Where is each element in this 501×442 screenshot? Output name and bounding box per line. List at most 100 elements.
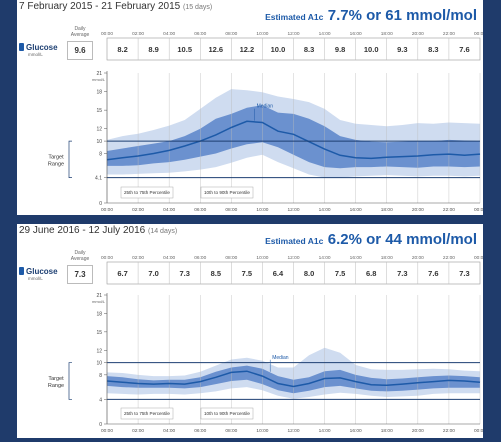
a1c-value: 7.7% or 61 mmol/mol (327, 7, 477, 24)
estimated-a1c: Estimated A1c 6.2% or 44 mmol/mol (265, 231, 477, 249)
x-tick-label-top: 08:00 (225, 31, 237, 37)
x-tick-label-top: 02:00 (132, 255, 144, 261)
legend-box-outer (200, 407, 254, 420)
x-tick-label: 06:00 (194, 428, 206, 434)
y-tick-label: 8 (99, 151, 102, 157)
x-tick-label: 12:00 (287, 428, 299, 434)
hourly-average-value: 7.5 (335, 269, 345, 278)
hourly-average-value: 9.8 (335, 45, 345, 54)
daily-average-label: Daily Average (70, 26, 90, 38)
x-tick-label-top: 22:00 (443, 255, 455, 261)
y-unit-label: mmol/L (92, 299, 106, 304)
legend-inner-label: 25th to 75th Percentile (124, 411, 170, 416)
hourly-average-value: 8.5 (211, 269, 221, 278)
y-tick-label: 15 (96, 108, 102, 114)
x-tick-label-top: 20:00 (412, 31, 424, 37)
y-tick-label: 18 (96, 90, 102, 96)
x-tick-label: 18:00 (381, 207, 393, 213)
x-tick-label: 00:00 (474, 207, 483, 213)
x-tick-label: 18:00 (381, 428, 393, 434)
x-tick-label: 20:00 (412, 207, 424, 213)
x-tick-label-top: 12:00 (287, 255, 299, 261)
y-tick-label: 21 (96, 71, 102, 77)
median-label: Median (272, 355, 289, 361)
x-tick-label: 02:00 (132, 428, 144, 434)
hourly-average-value: 7.0 (148, 269, 158, 278)
daily-average-label: Daily Average (70, 250, 90, 262)
x-tick-label-top: 16:00 (350, 31, 362, 37)
y-tick-label: 0 (99, 422, 102, 428)
x-tick-label-top: 08:00 (225, 255, 237, 261)
x-tick-label: 16:00 (350, 207, 362, 213)
x-tick-label: 02:00 (132, 207, 144, 213)
target-range-bracket (68, 140, 72, 178)
x-tick-label: 22:00 (443, 207, 455, 213)
x-tick-label-top: 14:00 (319, 31, 331, 37)
glucose-label: Glucose mmol/L (19, 43, 58, 57)
x-tick-label-top: 18:00 (381, 255, 393, 261)
x-tick-label-top: 06:00 (194, 31, 206, 37)
agp-panel-2016: 29 June 2016 - 12 July 2016 (14 days) Es… (17, 224, 483, 438)
a1c-value: 6.2% or 44 mmol/mol (327, 231, 477, 248)
x-tick-label: 14:00 (319, 428, 331, 434)
hourly-average-value: 8.9 (148, 45, 158, 54)
legend-box-outer (200, 186, 254, 199)
x-tick-label: 04:00 (163, 207, 175, 213)
x-tick-label-top: 02:00 (132, 31, 144, 37)
hourly-average-value: 6.4 (273, 269, 284, 278)
target-range-label: Target (48, 376, 64, 382)
date-range-title: 29 June 2016 - 12 July 2016 (14 days) (19, 225, 177, 236)
x-tick-label-top: 22:00 (443, 31, 455, 37)
hourly-average-value: 8.3 (304, 45, 314, 54)
legend-box-inner (120, 186, 174, 199)
x-tick-label-top: 04:00 (163, 255, 175, 261)
y-tick-label: 15 (96, 330, 102, 336)
legend-inner-label: 25th to 75th Percentile (124, 190, 170, 195)
a1c-label: Estimated A1c (265, 12, 324, 22)
hourly-average-value: 7.3 (459, 269, 469, 278)
x-tick-label-top: 10:00 (256, 31, 268, 37)
hourly-average-value: 9.3 (397, 45, 407, 54)
glucose-text: Glucose (26, 43, 58, 52)
glucose-text: Glucose (26, 267, 58, 276)
hourly-average-value: 7.5 (242, 269, 252, 278)
glucose-profile-chart: 6.7 7.0 7.3 8.5 7.5 6.4 8.0 7.5 6.8 7.3 7.6 7.3 00:0… (48, 255, 483, 434)
hourly-average-value: 6.7 (117, 269, 127, 278)
date-range-text: 29 June 2016 - 12 July 2016 (19, 225, 146, 236)
hourly-average-value: 8.3 (428, 45, 438, 54)
x-tick-label: 04:00 (163, 428, 175, 434)
hourly-average-value: 7.6 (428, 269, 438, 278)
x-tick-label: 00:00 (474, 428, 483, 434)
date-range-text: 7 February 2015 - 21 February 2015 (19, 1, 181, 12)
target-range-bracket (68, 362, 72, 400)
date-range-title: 7 February 2015 - 21 February 2015 (15 d… (19, 1, 212, 12)
estimated-a1c: Estimated A1c 7.7% or 61 mmol/mol (265, 7, 477, 25)
y-tick-label: 10 (96, 139, 102, 145)
x-tick-label: 06:00 (194, 207, 206, 213)
y-tick-label: 0 (99, 201, 102, 207)
y-tick-label: 8 (99, 373, 102, 379)
y-tick-label: 21 (96, 293, 102, 299)
y-tick-label: 4 (99, 397, 102, 403)
agp-panel-2015: 7 February 2015 - 21 February 2015 (15 d… (17, 0, 483, 215)
x-tick-label-top: 04:00 (163, 31, 175, 37)
x-tick-label-top: 06:00 (194, 255, 206, 261)
x-tick-label: 10:00 (256, 207, 268, 213)
target-range-label: Target (48, 154, 64, 160)
glucose-unit: mmol/L (28, 276, 43, 281)
x-tick-label-top: 00:00 (101, 31, 113, 37)
x-tick-label-top: 14:00 (319, 255, 331, 261)
y-tick-label: 12 (96, 348, 102, 354)
hourly-average-value: 7.6 (459, 45, 469, 54)
target-range-label: Range (48, 161, 64, 167)
x-tick-label: 12:00 (287, 207, 299, 213)
glucose-label: Glucose mmol/L (19, 267, 58, 281)
hourly-average-value: 12.2 (240, 45, 255, 54)
day-count: (15 days) (183, 4, 213, 11)
hourly-average-value: 10.0 (271, 45, 286, 54)
x-tick-label: 08:00 (225, 428, 237, 434)
hourly-average-value: 10.5 (177, 45, 192, 54)
hourly-average-value: 10.0 (364, 45, 379, 54)
hourly-average-value: 12.6 (208, 45, 223, 54)
x-tick-label: 22:00 (443, 428, 455, 434)
